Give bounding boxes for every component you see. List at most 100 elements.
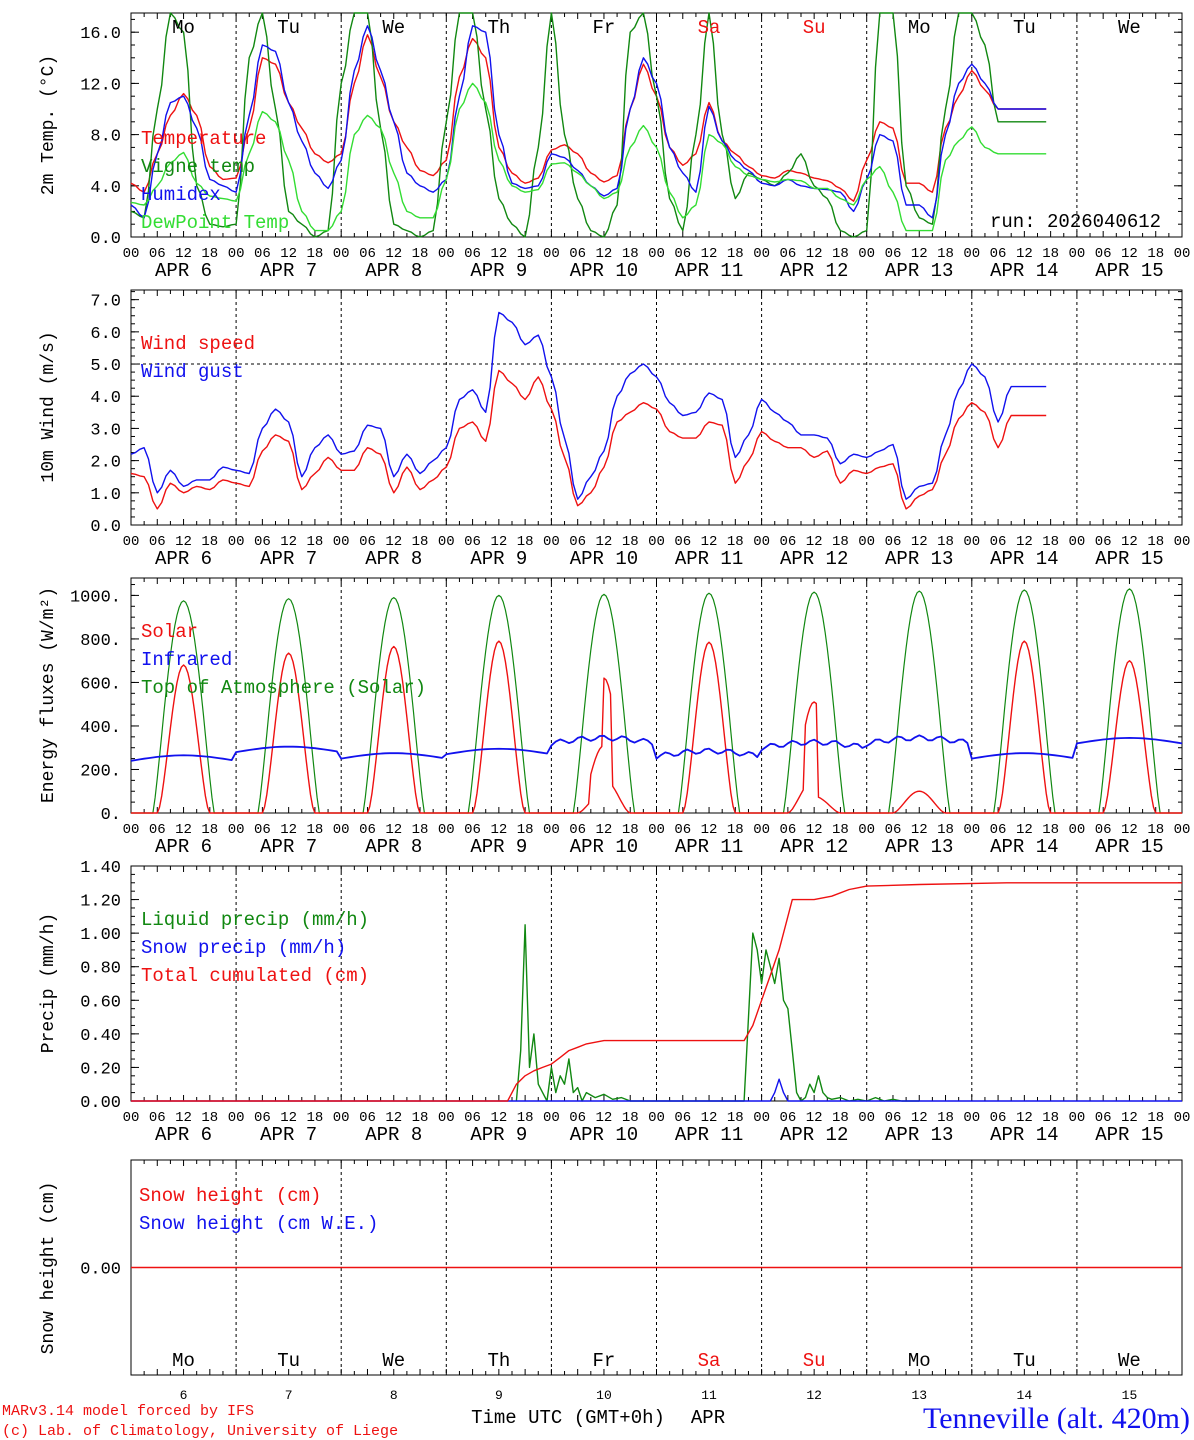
hour-tick-label: 18 (307, 534, 324, 550)
hour-tick-label: 12 (1121, 822, 1138, 838)
date-label: APR 14 (990, 548, 1058, 570)
hour-tick-label: 12 (911, 822, 928, 838)
hour-tick-label: 12 (385, 1110, 402, 1126)
y-tick-label: 600. (80, 675, 121, 694)
hour-tick-label: 00 (648, 534, 665, 550)
day-number-label: 13 (911, 1388, 927, 1403)
date-label: APR 8 (365, 1124, 422, 1146)
series-line-vigne-temp (130, 12, 1047, 238)
panel-frame (130, 12, 1183, 238)
series-line-dewpoint-temp (130, 82, 1047, 232)
date-label: APR 14 (990, 1124, 1058, 1146)
time-axis-title: Time UTC (GMT+0h) (471, 1407, 665, 1429)
date-label: APR 10 (570, 836, 638, 858)
hour-tick-label: 12 (385, 822, 402, 838)
legend-label: Infrared (141, 649, 232, 671)
hour-tick-label: 00 (438, 246, 455, 262)
hour-tick-label: 06 (779, 246, 796, 262)
date-label: APR 7 (260, 260, 317, 282)
hour-tick-label: 12 (385, 534, 402, 550)
hour-tick-label: 00 (648, 1110, 665, 1126)
hour-tick-label: 06 (779, 534, 796, 550)
hour-tick-label: 12 (490, 246, 507, 262)
legend-label: DewPoint Temp (141, 212, 289, 234)
hour-tick-label: 12 (806, 822, 823, 838)
series-line-infrared (130, 734, 1183, 762)
hour-tick-label: 06 (254, 822, 271, 838)
hour-tick-label: 18 (1042, 822, 1059, 838)
y-tick-label: 0.0 (90, 230, 121, 249)
day-of-week-label: Mo (908, 1350, 931, 1372)
day-number-label: 12 (806, 1388, 822, 1403)
day-of-week-label: Th (487, 1350, 510, 1372)
legend-label: Solar (141, 621, 198, 643)
date-label: APR 12 (780, 836, 848, 858)
legend-label: Snow height (cm W.E.) (139, 1213, 378, 1235)
hour-tick-label: 06 (254, 534, 271, 550)
hour-tick-label: 06 (990, 534, 1007, 550)
hour-tick-label: 12 (911, 1110, 928, 1126)
legend-label: Vigne temp (141, 156, 255, 178)
hour-tick-label: 18 (412, 1110, 429, 1126)
legend-label: Humidex (141, 184, 221, 206)
hour-tick-label: 18 (727, 1110, 744, 1126)
hour-tick-label: 18 (1042, 1110, 1059, 1126)
day-of-week-label: Sa (698, 17, 721, 39)
hour-tick-label: 12 (175, 534, 192, 550)
date-label: APR 6 (155, 1124, 212, 1146)
date-label: APR 10 (570, 1124, 638, 1146)
date-label: APR 12 (780, 1124, 848, 1146)
day-of-week-label: Tu (277, 1350, 300, 1372)
hour-tick-label: 12 (1121, 246, 1138, 262)
hour-tick-label: 12 (701, 1110, 718, 1126)
series-line-total-cumulated-cm- (131, 882, 1182, 1102)
day-of-week-label: Fr (593, 17, 616, 39)
day-of-week-label: We (382, 17, 405, 39)
hour-tick-label: 12 (596, 246, 613, 262)
hour-tick-label: 12 (280, 534, 297, 550)
hour-tick-label: 06 (1095, 534, 1112, 550)
hour-tick-label: 06 (990, 822, 1007, 838)
hour-tick-label: 06 (569, 246, 586, 262)
hour-tick-label: 00 (1068, 534, 1085, 550)
hour-tick-label: 18 (727, 246, 744, 262)
hour-tick-label: 00 (963, 534, 980, 550)
hour-tick-label: 00 (963, 1110, 980, 1126)
y-tick-label: 0.0 (90, 518, 121, 537)
hour-tick-label: 00 (1174, 1110, 1191, 1126)
day-of-week-label: Th (487, 17, 510, 39)
hour-tick-label: 06 (1095, 822, 1112, 838)
date-label: APR 6 (155, 260, 212, 282)
station-name: Tenneville (alt. 420m) (923, 1402, 1190, 1435)
day-number-label: 10 (596, 1388, 612, 1403)
y-tick-label: 1.40 (80, 859, 121, 878)
hour-tick-label: 00 (1174, 822, 1191, 838)
date-label: APR 9 (470, 548, 527, 570)
hour-tick-label: 18 (412, 246, 429, 262)
hour-tick-label: 00 (753, 1110, 770, 1126)
day-number-label: 7 (285, 1388, 293, 1403)
date-label: APR 6 (155, 548, 212, 570)
hour-tick-label: 00 (858, 534, 875, 550)
y-tick-label: 1.0 (90, 486, 121, 505)
hour-tick-label: 00 (228, 822, 245, 838)
day-of-week-label: Sa (698, 1350, 721, 1372)
day-number-label: 8 (390, 1388, 398, 1403)
y-tick-label: 4.0 (90, 389, 121, 408)
date-label: APR 11 (675, 1124, 743, 1146)
hour-tick-label: 18 (201, 822, 218, 838)
hour-tick-label: 00 (543, 534, 560, 550)
hour-tick-label: 12 (175, 246, 192, 262)
date-label: APR 9 (470, 836, 527, 858)
y-tick-label: 6.0 (90, 325, 121, 344)
hour-tick-label: 12 (806, 534, 823, 550)
day-of-week-label: Mo (172, 17, 195, 39)
hour-tick-label: 18 (1042, 534, 1059, 550)
day-number-label: 15 (1122, 1388, 1138, 1403)
run-annotation: run: 2026040612 (990, 211, 1161, 233)
date-label: APR 11 (675, 548, 743, 570)
y-axis-label: 10m Wind (m/s) (39, 331, 59, 482)
hour-tick-label: 12 (701, 246, 718, 262)
hour-tick-label: 18 (937, 822, 954, 838)
hour-tick-label: 06 (254, 246, 271, 262)
